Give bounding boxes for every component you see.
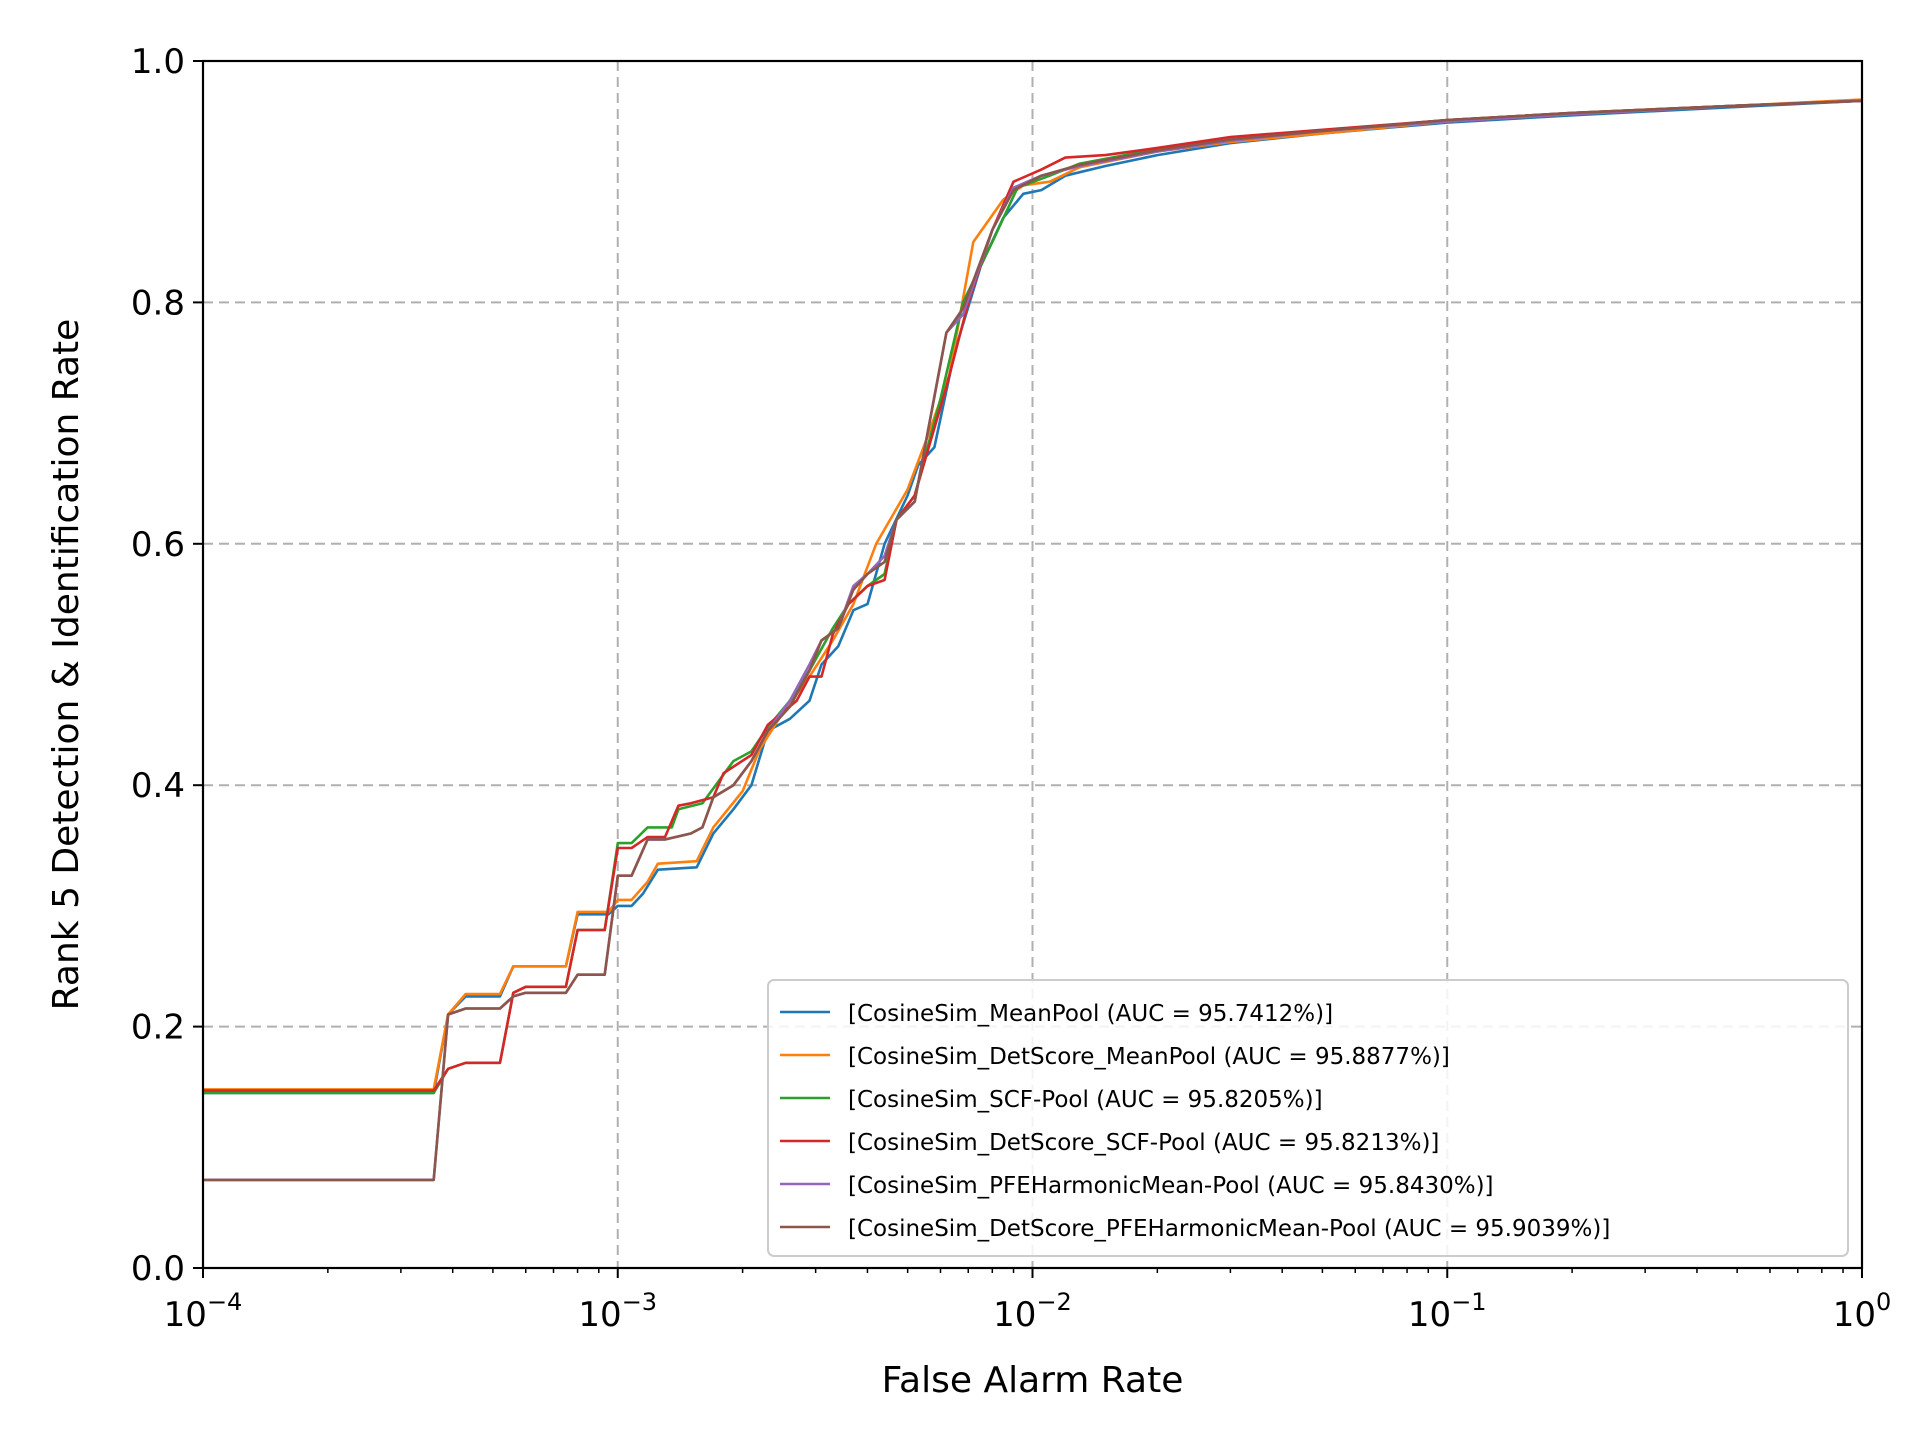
legend-entry-label: [CosineSim_DetScore_PFEHarmonicMean-Pool… [848,1216,1610,1242]
x-axis-label: False Alarm Rate [882,1360,1184,1401]
series-line-6 [203,99,1863,1182]
x-tick-label: 10−2 [993,1288,1072,1335]
series-lines [203,98,1863,1182]
x-tick-label: 10−4 [164,1288,243,1335]
x-tick-label: 10−3 [578,1288,657,1335]
legend-entry-label: [CosineSim_DetScore_SCF-Pool (AUC = 95.8… [848,1130,1439,1156]
y-tick-label: 0.0 [131,1249,185,1289]
y-tick-label: 0.4 [131,766,185,806]
x-tick-label: 100 [1833,1288,1892,1335]
legend-entry-label: [CosineSim_SCF-Pool (AUC = 95.8205%)] [848,1087,1323,1113]
series-line-4 [203,99,1863,1092]
legend-box [767,979,1849,1257]
y-tick-label: 0.8 [131,283,185,323]
x-tick-label: 10−1 [1408,1288,1487,1335]
legend-entry-label: [CosineSim_PFEHarmonicMean-Pool (AUC = 9… [848,1173,1494,1199]
y-tick-label: 1.0 [131,42,185,82]
y-tick-label: 0.2 [131,1008,185,1048]
legend: [CosineSim_MeanPool (AUC = 95.7412%)] [Co… [767,979,1849,1257]
y-tick-label: 0.6 [131,525,185,565]
legend-entry-label: [CosineSim_MeanPool (AUC = 95.7412%)] [848,1001,1333,1027]
legend-entry-label: [CosineSim_DetScore_MeanPool (AUC = 95.8… [848,1044,1450,1070]
axis-ticks: 0.0 0.2 0.4 0.6 0.8 1.0 10−4 10−3 10−2 10−1 100 [131,42,1891,1335]
y-axis-label: Rank 5 Detection & Identification Rate [46,319,87,1011]
